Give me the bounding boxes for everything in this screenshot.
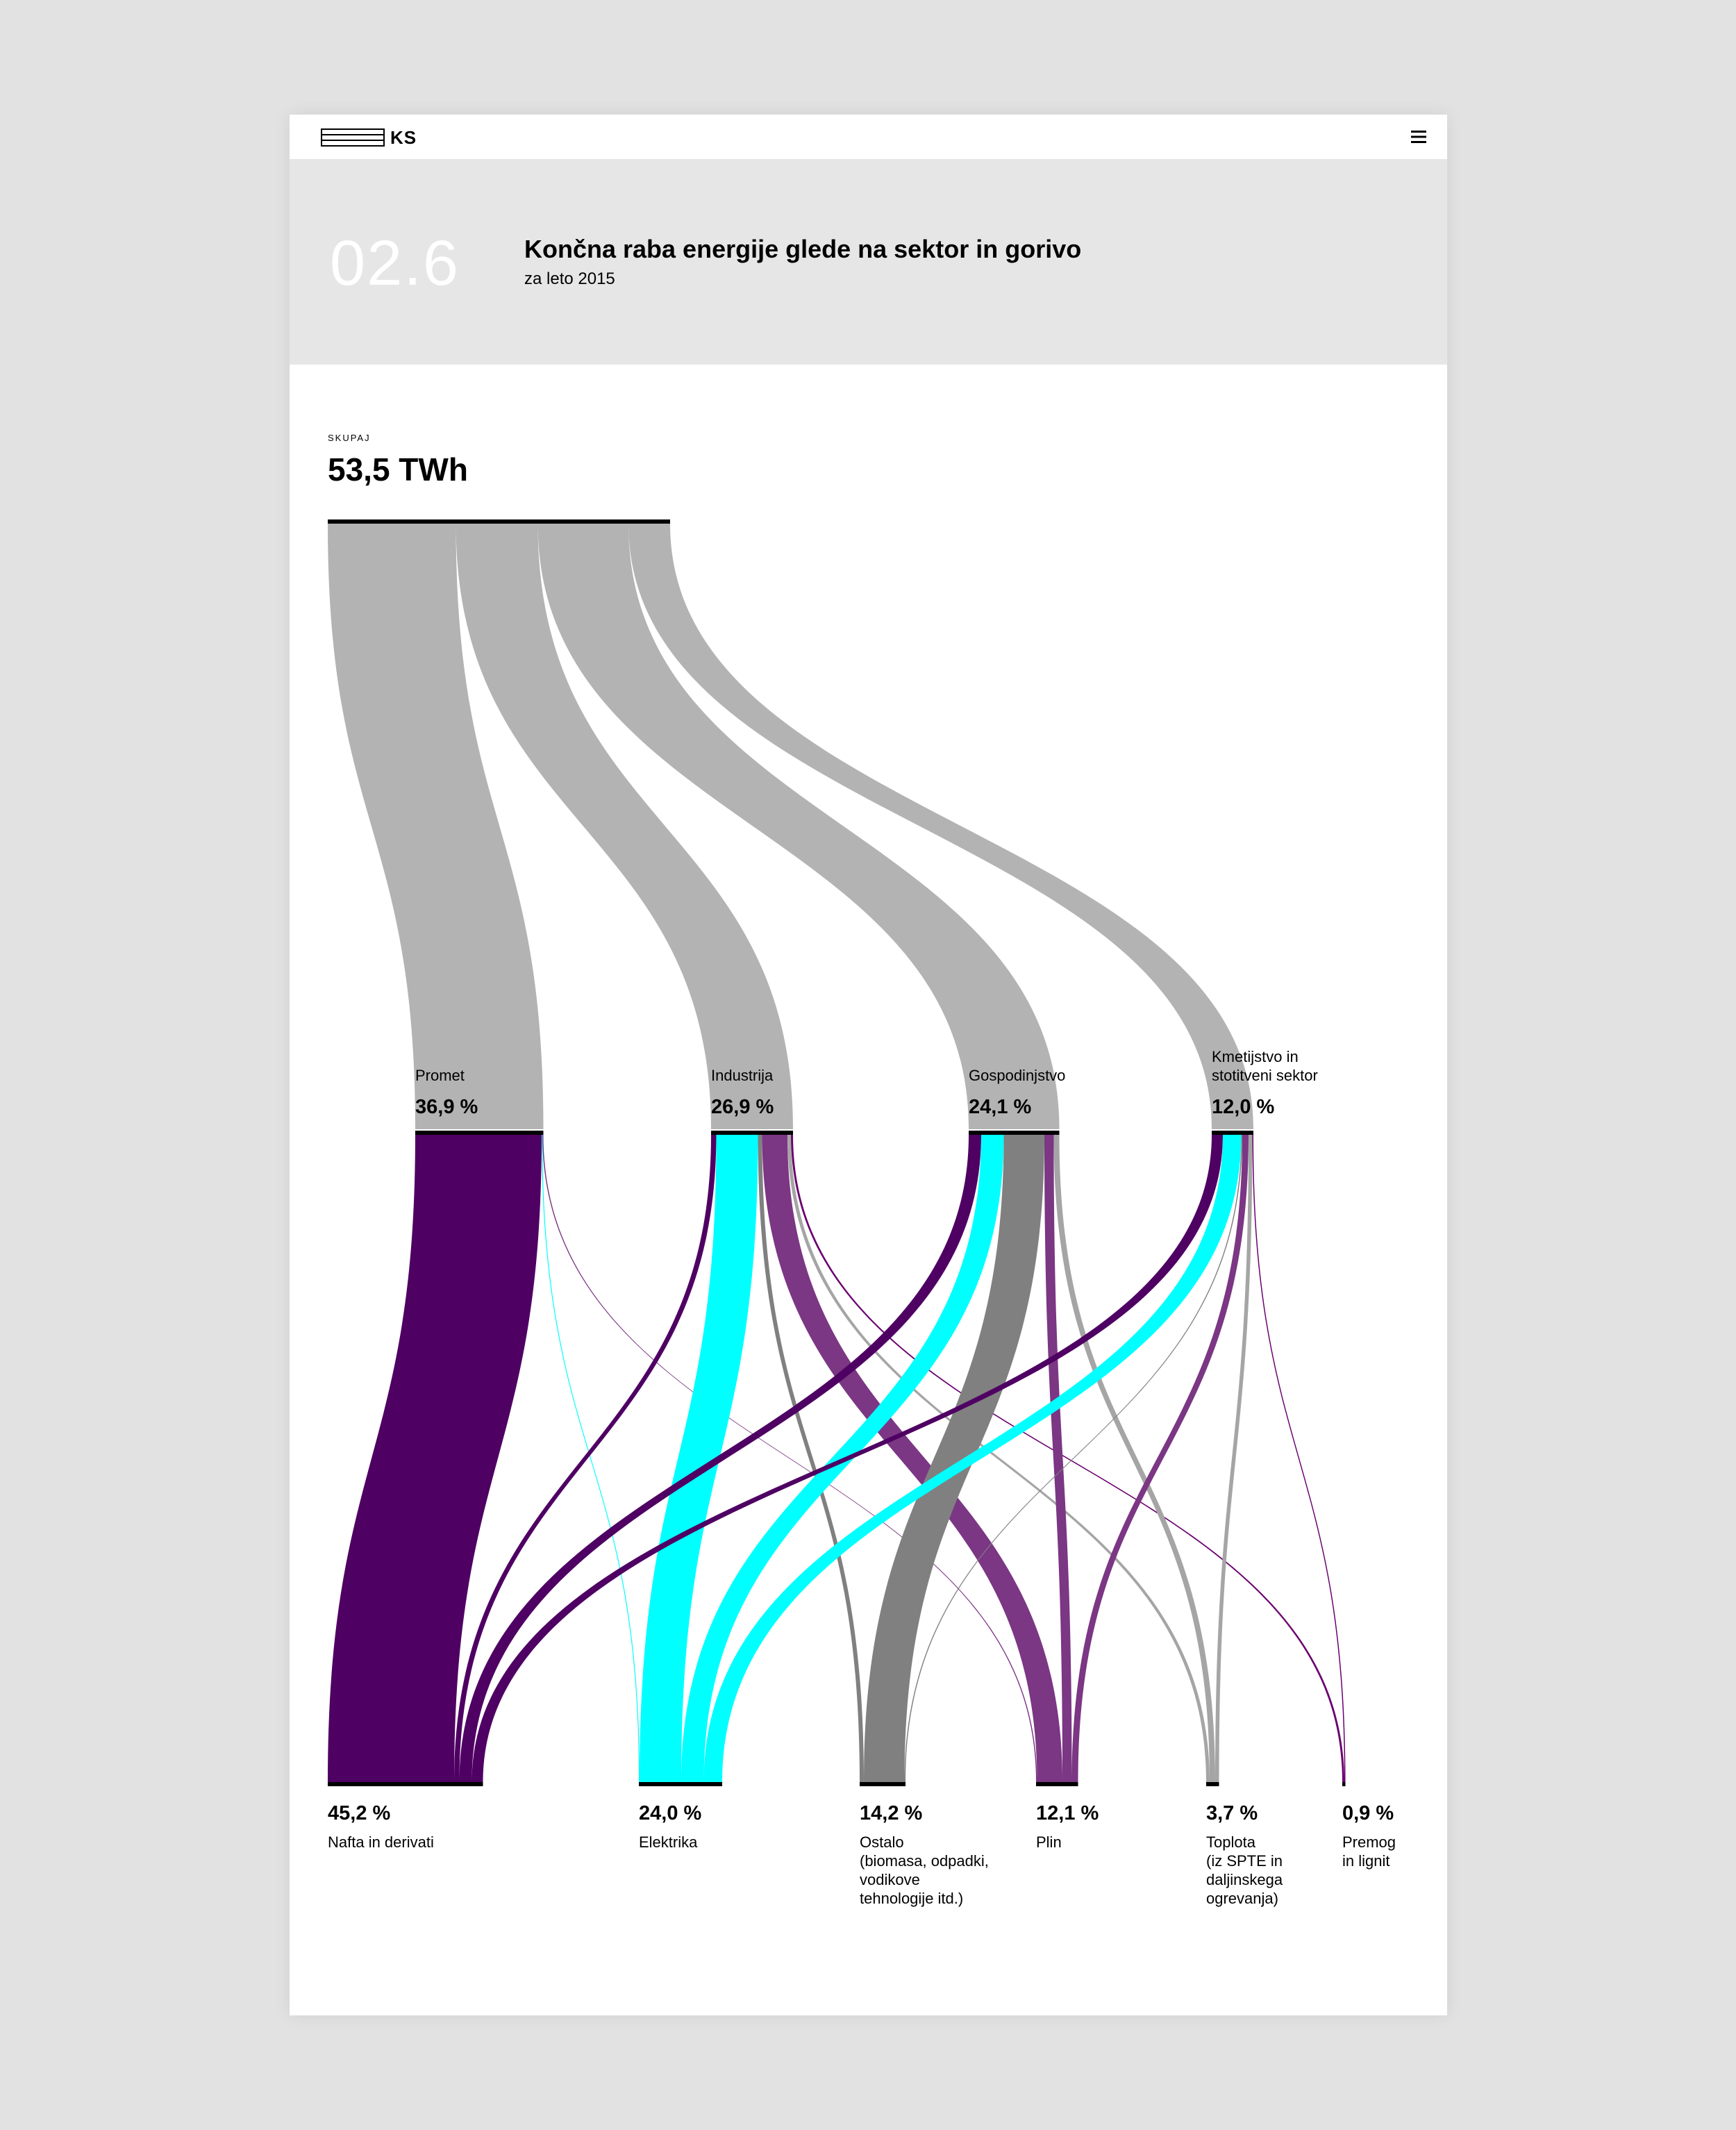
fuel-bar-nafta bbox=[328, 1782, 483, 1786]
sector-share-kmetijstvo: 12,0 % bbox=[1212, 1096, 1274, 1118]
fuel-name-elektrika: Elektrika bbox=[639, 1833, 698, 1851]
fuel-share-premog: 0,9 % bbox=[1342, 1802, 1394, 1824]
fuel-name-ostalo: vodikove bbox=[860, 1871, 920, 1888]
fuel-name-nafta: Nafta in derivati bbox=[328, 1833, 434, 1851]
total-bar bbox=[328, 519, 670, 524]
fuel-name-toplota: ogrevanja) bbox=[1206, 1890, 1278, 1907]
ribbon-industrija-premog bbox=[791, 1135, 1344, 1782]
fuel-share-nafta: 45,2 % bbox=[328, 1802, 390, 1824]
fuel-name-toplota: (iz SPTE in bbox=[1206, 1852, 1283, 1870]
ribbon-gospodinjstvo-ostalo bbox=[864, 1135, 1044, 1782]
sector-share-gospodinjstvo: 24,1 % bbox=[969, 1096, 1031, 1118]
sector-name-kmetijstvo: stotitveni sektor bbox=[1212, 1067, 1318, 1084]
sankey-chart: SKUPAJ 53,5 TWh Promet 36,9 % Industrija 26,9… bbox=[328, 433, 1396, 1907]
fuel-bar-plin bbox=[1036, 1782, 1078, 1786]
ribbon-gospodinjstvo-plin bbox=[1044, 1135, 1072, 1782]
ribbon-gospodinjstvo-nafta bbox=[459, 1135, 981, 1782]
ribbon-total-industrija bbox=[456, 524, 793, 1129]
ribbon-promet-elektrika bbox=[542, 1135, 640, 1782]
fuel-name-ostalo: (biomasa, odpadki, bbox=[860, 1852, 989, 1870]
page-title: Končna raba energije glede na sektor in … bbox=[524, 235, 1082, 263]
fuel-name-premog: in lignit bbox=[1342, 1852, 1389, 1870]
ribbon-industrija-elektrika bbox=[640, 1135, 758, 1782]
section-header: 02.6 Končna raba energije glede na sekto… bbox=[290, 159, 1447, 365]
ribbon-promet-nafta bbox=[328, 1135, 542, 1782]
total-value: 53,5 TWh bbox=[328, 451, 468, 488]
sector-name-kmetijstvo: Kmetijstvo in bbox=[1212, 1048, 1299, 1065]
fuel-name-toplota: Toplota bbox=[1206, 1833, 1256, 1851]
section-number: 02.6 bbox=[330, 228, 460, 299]
ribbon-gospodinjstvo-toplota bbox=[1053, 1135, 1215, 1782]
ribbon-industrija-plin bbox=[762, 1135, 1062, 1782]
fuel-share-ostalo: 14,2 % bbox=[860, 1802, 922, 1824]
top-bar: KS bbox=[290, 115, 1447, 159]
hamburger-menu-icon[interactable] bbox=[1408, 127, 1429, 147]
sector-name-industrija: Industrija bbox=[711, 1067, 774, 1084]
ribbon-kmetijstvo-elektrika bbox=[703, 1135, 1242, 1782]
sector-bar-industrija bbox=[711, 1131, 793, 1135]
ribbon-kmetijstvo-premog bbox=[1252, 1135, 1346, 1782]
ribbon-kmetijstvo-plin bbox=[1071, 1135, 1249, 1782]
fuel-name-toplota: daljinskega bbox=[1206, 1871, 1283, 1888]
fuel-bar-ostalo bbox=[860, 1782, 905, 1786]
sector-name-gospodinjstvo: Gospodinjstvo bbox=[969, 1067, 1065, 1084]
fuel-bar-toplota bbox=[1206, 1782, 1219, 1786]
sector-share-promet: 36,9 % bbox=[415, 1096, 478, 1118]
fuel-bar-premog bbox=[1342, 1782, 1346, 1786]
logo-text: KS bbox=[390, 127, 417, 148]
fuel-share-plin: 12,1 % bbox=[1036, 1802, 1099, 1824]
ribbon-total-promet bbox=[328, 524, 544, 1129]
sector-bar-promet bbox=[415, 1131, 544, 1135]
fuel-bar-elektrika bbox=[639, 1782, 722, 1786]
page-card: KS 02.6 Končna raba energije glede na se… bbox=[290, 115, 1447, 2015]
sector-bar-kmetijstvo bbox=[1212, 1131, 1253, 1135]
total-caption: SKUPAJ bbox=[328, 433, 371, 443]
sector-share-industrija: 26,9 % bbox=[711, 1096, 774, 1118]
ribbon-kmetijstvo-ostalo bbox=[904, 1135, 1242, 1782]
logo-mark-icon bbox=[321, 128, 385, 147]
sector-name-promet: Promet bbox=[415, 1067, 465, 1084]
ribbon-industrija-toplota bbox=[787, 1135, 1210, 1782]
fuel-name-plin: Plin bbox=[1036, 1833, 1062, 1851]
fuel-name-premog: Premog bbox=[1342, 1833, 1396, 1851]
ribbon-kmetijstvo-nafta bbox=[471, 1135, 1223, 1782]
ribbon-total-kmetijstvo bbox=[628, 524, 1253, 1129]
fuel-share-toplota: 3,7 % bbox=[1206, 1802, 1258, 1824]
ribbon-industrija-ostalo bbox=[758, 1135, 864, 1782]
fuel-share-elektrika: 24,0 % bbox=[639, 1802, 701, 1824]
fuel-name-ostalo: tehnologije itd.) bbox=[860, 1890, 963, 1907]
fuel-name-ostalo: Ostalo bbox=[860, 1833, 904, 1851]
ribbon-promet-plin bbox=[542, 1135, 1037, 1782]
sector-bar-gospodinjstvo bbox=[969, 1131, 1060, 1135]
ribbon-kmetijstvo-toplota bbox=[1215, 1135, 1253, 1782]
ribbon-total-gospodinjstvo bbox=[537, 524, 1060, 1129]
ribbon-industrija-nafta bbox=[454, 1135, 717, 1782]
page-subtitle: za leto 2015 bbox=[524, 269, 615, 288]
